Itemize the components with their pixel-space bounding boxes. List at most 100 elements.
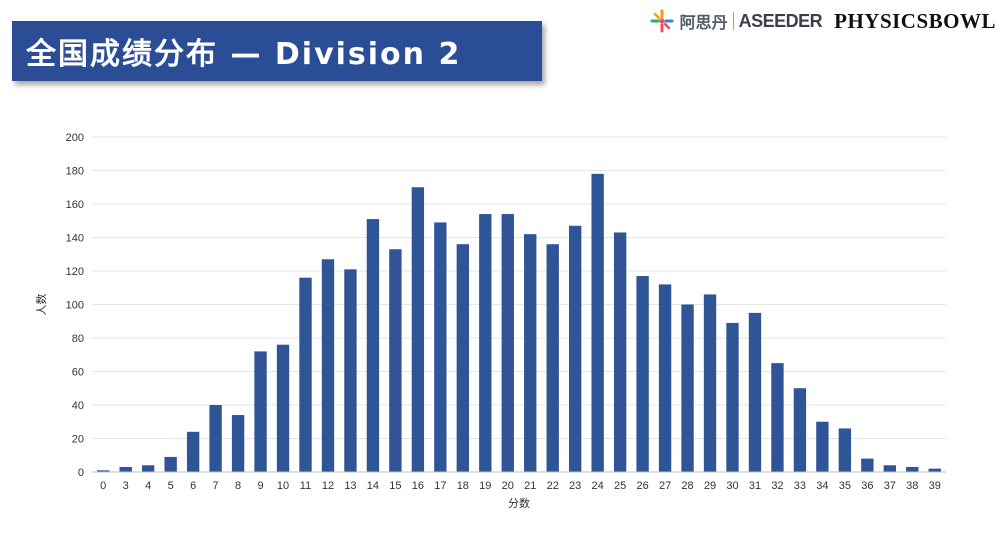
title-banner: 全国成绩分布 — Division 2 — [12, 21, 542, 81]
y-axis-ticks: 0 20 40 60 80 100 120 140 160 180 200 — [66, 132, 84, 479]
x-tick-label: 9 — [257, 480, 263, 492]
y-tick-label: 100 — [66, 300, 84, 312]
y-tick-label: 0 — [78, 467, 84, 479]
bar — [344, 269, 357, 472]
bar — [479, 214, 492, 473]
x-tick-label: 6 — [190, 480, 196, 492]
bar — [142, 465, 155, 472]
y-tick-label: 140 — [66, 233, 84, 245]
x-tick-label: 28 — [681, 480, 693, 492]
asidan-logo-text: 阿思丹 — [679, 13, 728, 32]
bar — [546, 244, 559, 472]
x-tick-label: 5 — [168, 480, 174, 492]
bar — [164, 456, 177, 472]
x-tick-label: 33 — [794, 480, 806, 492]
x-tick-label: 17 — [434, 480, 446, 492]
x-tick-label: 24 — [592, 480, 604, 492]
x-tick-label: 0 — [100, 480, 106, 492]
bar — [748, 312, 762, 472]
bar — [186, 431, 200, 472]
physicsbowl-logo: PHYSICSBOWL — [834, 8, 996, 33]
x-tick-label: 37 — [884, 480, 896, 492]
asidan-logo: 阿思丹 — [648, 9, 728, 33]
y-tick-label: 160 — [66, 199, 84, 211]
x-tick-label: 19 — [479, 480, 491, 492]
bar — [861, 458, 874, 472]
bar — [411, 187, 425, 472]
bar — [209, 405, 222, 472]
logo-bar: 阿思丹 ASEEDER PHYSICSBOWL — [648, 6, 996, 36]
bar — [838, 428, 852, 472]
y-tick-label: 60 — [72, 367, 84, 379]
x-tick-label: 30 — [726, 480, 738, 492]
x-tick-label: 32 — [771, 480, 783, 492]
bar — [276, 344, 290, 472]
x-tick-label: 23 — [569, 480, 581, 492]
x-tick-label: 20 — [502, 480, 514, 492]
x-axis-title: 分数 — [508, 497, 530, 510]
bar — [906, 466, 919, 472]
y-tick-label: 200 — [66, 132, 84, 144]
x-tick-label: 31 — [749, 480, 761, 492]
x-tick-label: 25 — [614, 480, 626, 492]
bar — [771, 363, 784, 472]
x-tick-label: 26 — [636, 480, 648, 492]
bar — [434, 222, 447, 472]
y-tick-label: 120 — [66, 266, 84, 278]
page-title: 全国成绩分布 — Division 2 — [26, 37, 462, 72]
x-tick-label: 38 — [906, 480, 918, 492]
bar — [793, 388, 807, 472]
bar — [613, 232, 627, 472]
bar — [321, 259, 335, 472]
x-tick-label: 36 — [861, 480, 873, 492]
bar — [636, 276, 649, 472]
bar — [928, 468, 941, 472]
bar — [501, 214, 514, 473]
y-tick-label: 180 — [66, 166, 84, 178]
bar — [299, 277, 312, 472]
y-tick-label: 20 — [72, 434, 84, 446]
bar — [703, 294, 717, 472]
bar — [456, 244, 469, 472]
bar — [816, 421, 829, 472]
bar — [658, 284, 672, 472]
x-tick-label: 12 — [322, 480, 334, 492]
x-tick-label: 18 — [457, 480, 469, 492]
x-tick-label: 34 — [816, 480, 828, 492]
x-tick-label: 16 — [412, 480, 424, 492]
y-axis-title: 人数 — [35, 294, 48, 316]
x-tick-label: 8 — [235, 480, 241, 492]
x-tick-label: 29 — [704, 480, 716, 492]
bar — [366, 219, 380, 472]
bar — [119, 466, 132, 472]
x-tick-label: 10 — [277, 480, 289, 492]
x-tick-label: 21 — [524, 480, 536, 492]
bar — [231, 415, 245, 472]
x-tick-label: 4 — [145, 480, 151, 492]
bars — [97, 173, 941, 473]
bar — [681, 304, 694, 472]
asidan-logo-icon — [650, 9, 674, 33]
x-axis-ticks: 0 3 4 5 6 7 8 9 10 11 12 13 14 15 16 17 18 19 20 21 22 23 24 25… — [100, 480, 941, 492]
x-tick-label: 15 — [389, 480, 401, 492]
x-tick-label: 39 — [929, 480, 941, 492]
bar — [591, 173, 604, 472]
bar — [254, 351, 267, 472]
bar — [726, 322, 739, 472]
bar — [569, 225, 582, 472]
x-tick-label: 13 — [344, 480, 356, 492]
bar — [97, 470, 110, 472]
bar — [389, 249, 402, 472]
logo-divider — [732, 12, 734, 30]
aseeder-logo: ASEEDER — [738, 10, 823, 31]
x-tick-label: 27 — [659, 480, 671, 492]
x-tick-label: 7 — [213, 480, 219, 492]
x-tick-label: 11 — [300, 480, 311, 492]
x-tick-label: 14 — [367, 480, 379, 492]
y-tick-label: 40 — [72, 400, 84, 412]
x-tick-label: 3 — [123, 480, 129, 492]
y-tick-label: 80 — [72, 333, 84, 345]
x-tick-label: 35 — [839, 480, 851, 492]
x-tick-label: 22 — [547, 480, 559, 492]
